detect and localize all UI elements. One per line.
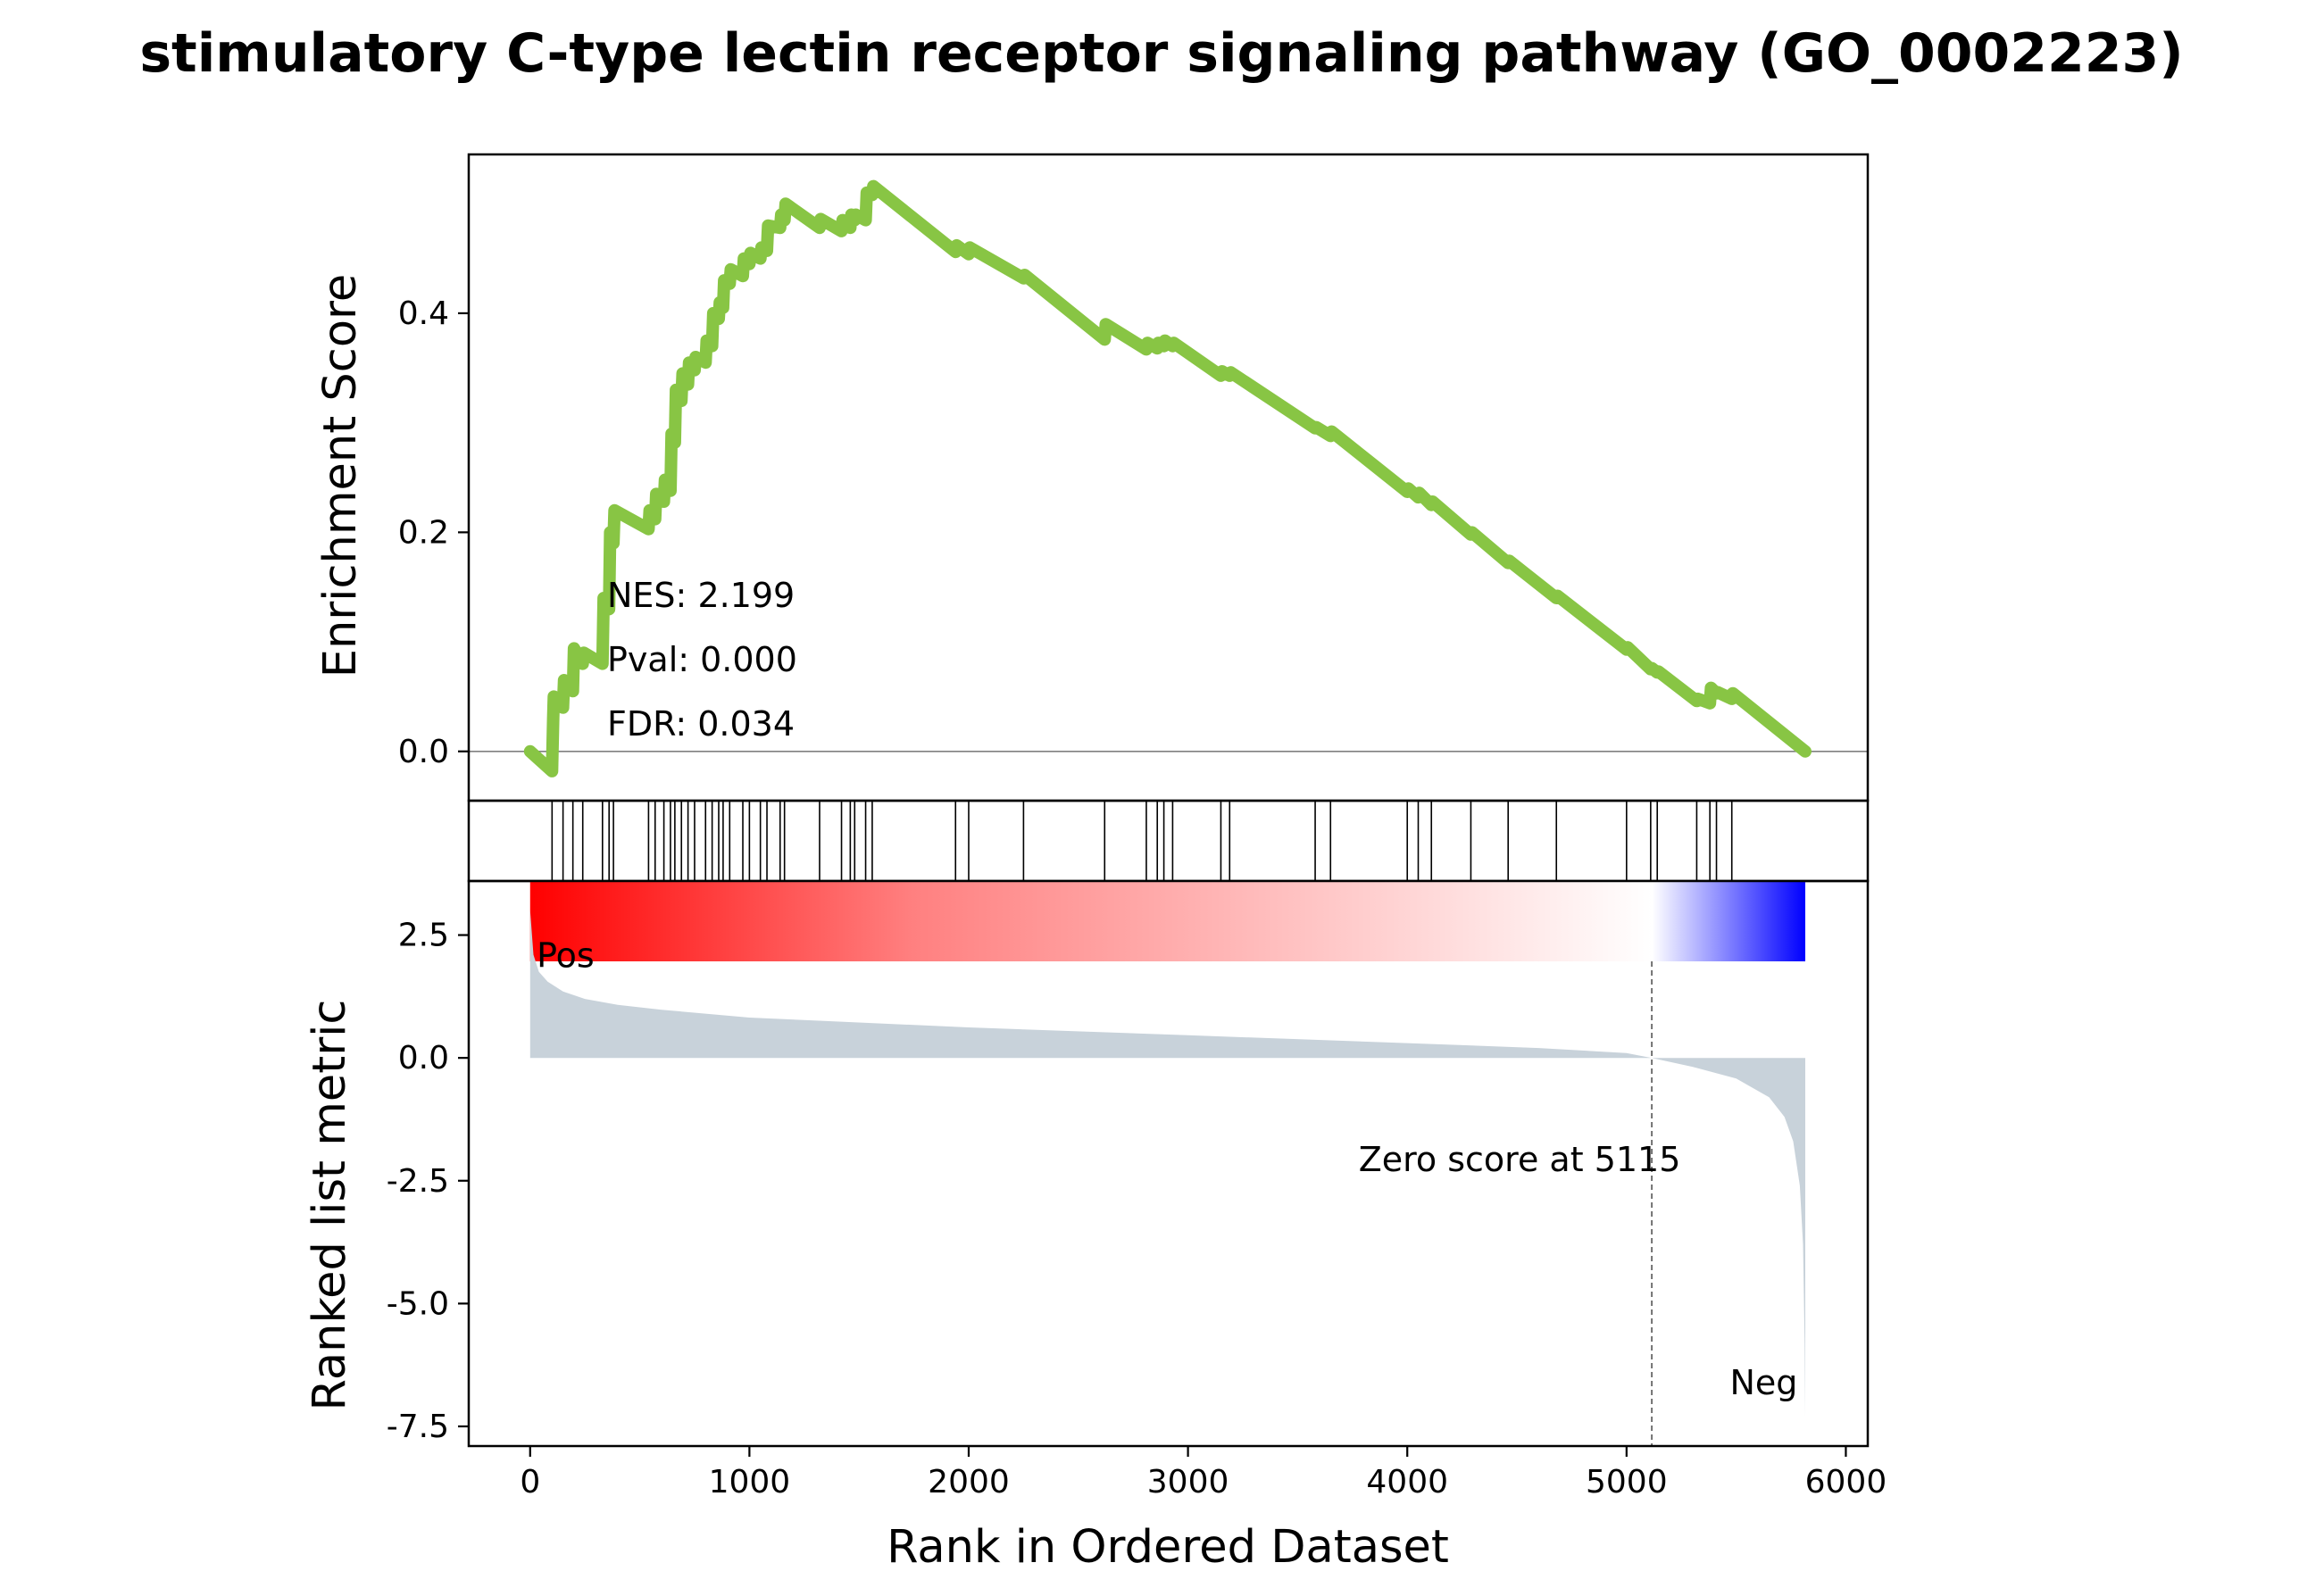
enrichment-panel: 0.0 0.2 0.4 NES: 2.199 Pval: 0.000 FDR: 0.…: [314, 153, 1870, 802]
rank-y-tick-label: 0.0: [398, 1040, 449, 1076]
rank-y-ticks: 2.5 0.0 -2.5 -5.0 -7.5: [387, 918, 469, 1445]
x-ticks: 0 1000 2000 3000 4000 5000 6000: [520, 1446, 1887, 1500]
zero-score-label: Zero score at 5115: [1359, 1140, 1681, 1179]
x-tick-label: 6000: [1805, 1464, 1887, 1500]
x-tick-label: 0: [520, 1464, 540, 1500]
fdr-annotation: FDR: 0.034: [607, 704, 795, 744]
pos-label: Pos: [537, 935, 595, 975]
hits-panel: [467, 799, 1870, 883]
hit-lines: [551, 801, 1733, 881]
rank-y-axis-label: Ranked list metric: [304, 1000, 356, 1411]
rank-y-tick-label: -7.5: [387, 1409, 449, 1445]
rank-colorbar: [529, 881, 1806, 961]
nes-annotation: NES: 2.199: [607, 576, 795, 615]
es-y-ticks: 0.0 0.2 0.4: [398, 295, 469, 770]
ranked-metric-area: [529, 910, 1805, 1417]
rank-panel-frame: [467, 879, 1870, 1448]
es-y-tick-label: 0.2: [398, 514, 449, 551]
rank-y-tick-label: -2.5: [387, 1163, 449, 1200]
pval-annotation: Pval: 0.000: [607, 640, 797, 679]
es-y-tick-label: 0.0: [398, 734, 449, 770]
x-tick-label: 1000: [709, 1464, 791, 1500]
neg-label: Neg: [1729, 1363, 1797, 1402]
x-tick-label: 4000: [1366, 1464, 1448, 1500]
chart-title: stimulatory C-type lectin receptor signa…: [139, 22, 2183, 85]
rank-y-tick-label: -5.0: [387, 1285, 449, 1322]
rank-y-tick-label: 2.5: [398, 918, 449, 954]
es-series-line: [523, 179, 1812, 777]
es-y-axis-label: Enrichment Score: [314, 274, 367, 677]
x-axis-label: Rank in Ordered Dataset: [887, 1521, 1449, 1574]
ranked-panel: Zero score at 5115 Pos Neg 2.5 0.0 -2.5 -5.…: [304, 879, 1887, 1574]
es-y-tick-label: 0.4: [398, 295, 449, 332]
x-tick-label: 3000: [1147, 1464, 1229, 1500]
x-tick-label: 2000: [928, 1464, 1010, 1500]
x-tick-label: 5000: [1586, 1464, 1668, 1500]
